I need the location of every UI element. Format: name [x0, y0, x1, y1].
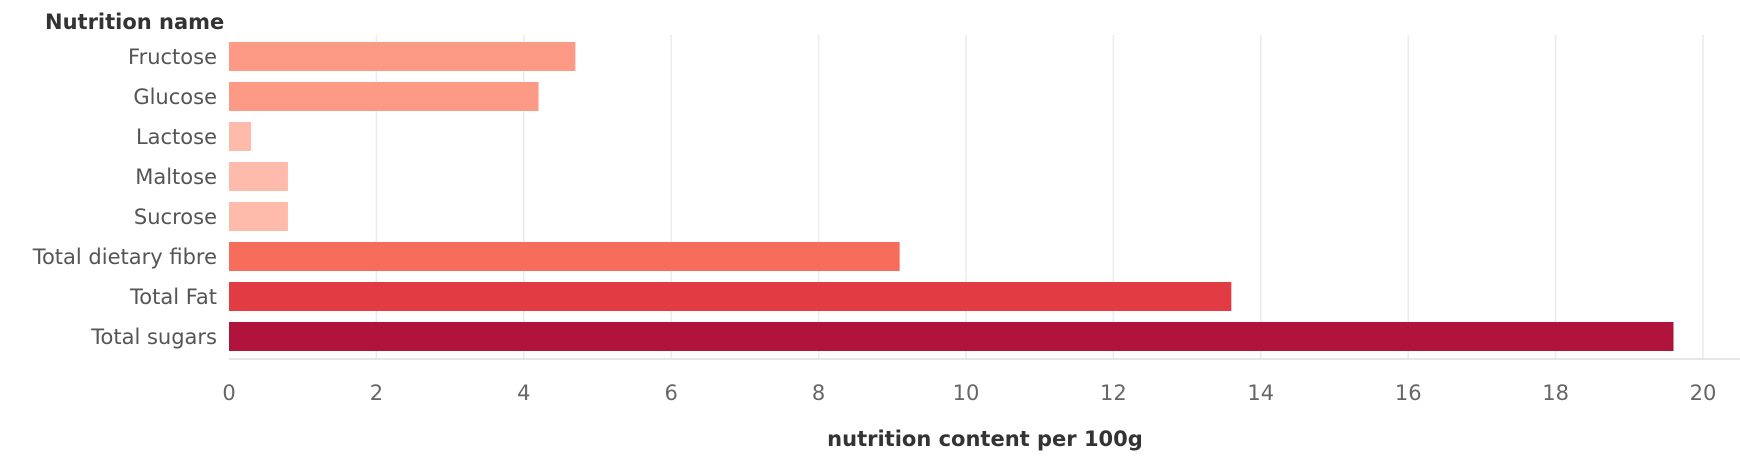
x-tick-label: 0: [222, 381, 235, 405]
x-tick-label: 6: [665, 381, 678, 405]
x-tick-label: 2: [370, 381, 383, 405]
bar: [229, 322, 1674, 351]
category-label: Total Fat: [129, 285, 217, 309]
bar: [229, 82, 539, 111]
x-tick-label: 18: [1542, 381, 1569, 405]
x-axis-title: nutrition content per 100g: [827, 427, 1143, 451]
category-label: Maltose: [135, 165, 217, 189]
x-tick-label: 20: [1690, 381, 1717, 405]
x-tick-label: 14: [1247, 381, 1274, 405]
x-tick-label: 10: [953, 381, 980, 405]
bar: [229, 242, 900, 271]
x-axis-ticks: 0 2 4 6 8 10 12 14 16 18 20: [222, 381, 1716, 405]
bar: [229, 162, 288, 191]
category-label: Glucose: [133, 85, 217, 109]
bar: [229, 202, 288, 231]
bar: [229, 282, 1232, 311]
bar: [229, 122, 252, 151]
x-tick-label: 4: [517, 381, 530, 405]
bar: [229, 42, 576, 71]
x-tick-label: 16: [1395, 381, 1422, 405]
x-tick-label: 12: [1100, 381, 1127, 405]
category-label: Total sugars: [90, 325, 217, 349]
category-labels: Fructose Glucose Lactose Maltose Sucrose Tota…: [32, 45, 217, 349]
row-header-title: Nutrition name: [45, 10, 224, 34]
category-label: Fructose: [128, 45, 217, 69]
category-label: Total dietary fibre: [32, 245, 217, 269]
x-tick-label: 8: [812, 381, 825, 405]
category-label: Sucrose: [134, 205, 217, 229]
category-label: Lactose: [136, 125, 217, 149]
bars: [229, 42, 1674, 351]
